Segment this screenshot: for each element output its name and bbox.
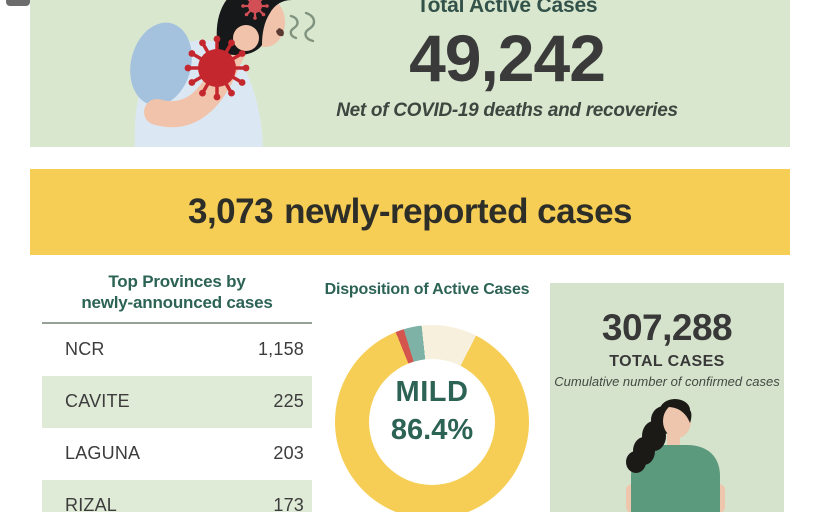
shirt-shape [631, 445, 720, 512]
total-cases-value: 307,288 [601, 307, 733, 348]
sleeve-shape [130, 22, 192, 106]
table-row: CAVITE 225 [42, 375, 312, 428]
total-cases-card: 307,288 TOTAL CASES Cumulative number of… [550, 283, 784, 512]
province-value: 225 [273, 391, 304, 411]
province-name: CAVITE [65, 391, 130, 411]
hero-title: Total Active Cases [416, 0, 598, 17]
province-value: 173 [273, 495, 304, 512]
coughing-person-illustration [130, 0, 316, 147]
disposition-donut-chart: MILD 86.4% [335, 325, 529, 512]
province-name: RIZAL [65, 495, 118, 512]
open-mouth [276, 28, 284, 37]
new-cases-count: 3,073 [187, 192, 274, 231]
province-value: 1,158 [257, 339, 304, 359]
cough-lines-icon [289, 11, 316, 43]
hair-fringe [663, 401, 692, 423]
photo-artifact-mark [6, 0, 30, 6]
table-title: Top Provinces by newly-announced cases [81, 272, 273, 313]
table-row: NCR 1,158 [42, 324, 312, 376]
newly-reported-banner: 3,073 newly-reported cases [30, 169, 790, 255]
total-cases-sublabel: Cumulative number of confirmed cases [554, 374, 780, 389]
province-value: 203 [273, 443, 304, 463]
donut-hole: MILD 86.4% [369, 359, 495, 485]
virus-icon [184, 35, 250, 101]
small-virus-icon [241, 0, 269, 20]
new-cases-text: newly-reported cases [284, 192, 633, 231]
table-row: LAGUNA 203 [42, 428, 312, 480]
standing-person-illustration [626, 399, 725, 512]
table-row: RIZAL 173 [42, 479, 312, 512]
total-cases-label: TOTAL CASES [609, 353, 725, 370]
table-divider [42, 321, 312, 324]
province-table-body: NCR 1,158 CAVITE 225 LAGUNA 203 RIZAL 173 [42, 324, 312, 512]
total-active-cases-value: 49,242 [409, 21, 606, 95]
fist-shape [233, 25, 259, 51]
total-active-cases-panel: Total Active Cases 49,242 Net of COVID-1… [30, 0, 790, 147]
province-name: LAGUNA [65, 443, 141, 463]
top-provinces-table: Top Provinces by newly-announced cases N… [42, 271, 312, 512]
province-name: NCR [65, 339, 105, 359]
hero-subtitle: Net of COVID-19 deaths and recoveries [336, 100, 678, 121]
donut-center-label: MILD 86.4% [390, 376, 474, 446]
donut-chart-title: Disposition of Active Cases [324, 281, 530, 298]
